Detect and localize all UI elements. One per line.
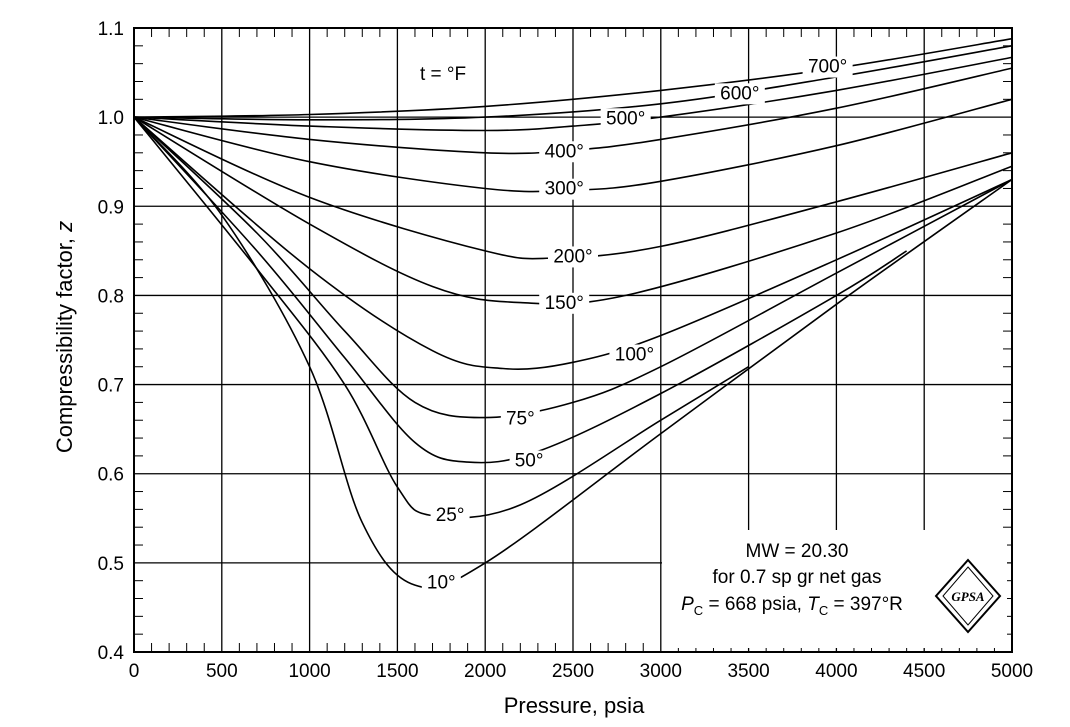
curve-label: 150°	[545, 293, 584, 314]
x-tick-label: 3000	[640, 661, 682, 682]
curve-label-bg	[500, 408, 540, 430]
curve-label: 50°	[515, 451, 544, 472]
mw-annotation: MW = 20.30	[746, 541, 849, 562]
plot-frame	[133, 27, 1013, 653]
curve-label: 100°	[615, 345, 654, 366]
x-tick-label: 5000	[991, 661, 1033, 682]
x-tick-label: 4000	[815, 661, 857, 682]
curve-100F	[133, 116, 1013, 370]
minor-ticks	[134, 28, 1012, 652]
x-tick-labels: 0 500 1000 1500 2000 2500 3000 3500 4000 4500 5000	[129, 661, 1033, 682]
curve-label-bg	[539, 141, 590, 163]
y-tick-labels: 0.4 0.5 0.6 0.7 0.8 0.9 1.0 1.1	[98, 19, 125, 664]
x-tick-label: 500	[206, 661, 238, 682]
curve-label-bg	[802, 56, 853, 78]
curve-labels: 700° 600° 500° 400° 300° 200° 150° 100° 75° 50° 25…	[421, 56, 853, 594]
curve-label-bg	[548, 246, 598, 268]
curve-label: 500°	[606, 108, 645, 129]
x-tick-label: 1000	[288, 661, 330, 682]
curve-150F	[133, 116, 1013, 305]
curve-label-bg	[430, 504, 470, 526]
x-tick-label: 4500	[903, 661, 945, 682]
curve-label-bg	[539, 292, 590, 314]
curve-label-bg	[609, 344, 660, 366]
curve-label-bg	[421, 572, 461, 594]
curve-label-bg	[509, 450, 549, 472]
curve-75F	[133, 116, 1013, 419]
curve-700F	[133, 37, 1013, 118]
y-tick-label: 1.1	[98, 19, 124, 40]
y-axis-title: Compressibility factor, z	[52, 221, 77, 453]
y-tick-label: 0.8	[98, 286, 124, 307]
critical-properties-annotation: PC = 668 psia, TC = 397°R	[681, 594, 903, 618]
x-tick-label: 2500	[552, 661, 594, 682]
y-tick-label: 0.4	[98, 643, 125, 664]
gpsa-logo-text: GPSA	[951, 589, 985, 604]
curve-label-bg	[539, 178, 590, 200]
x-tick-label: 1500	[376, 661, 418, 682]
x-tick-label: 0	[129, 661, 140, 682]
x-tick-label: 3500	[727, 661, 769, 682]
curve-label: 400°	[545, 141, 584, 162]
curve-50F	[133, 116, 908, 464]
gas-annotation: for 0.7 sp gr net gas	[713, 567, 882, 588]
curve-label: 700°	[808, 57, 847, 78]
curve-label: 200°	[553, 246, 592, 267]
curve-label: 75°	[506, 409, 535, 430]
x-axis-title: Pressure, psia	[504, 693, 645, 718]
curve-500F	[133, 56, 1013, 132]
x-tick-label: 2000	[464, 661, 506, 682]
y-tick-label: 0.5	[98, 554, 124, 575]
curve-label-bg	[714, 83, 765, 105]
curve-label: 25°	[436, 505, 465, 526]
gpsa-logo-icon: GPSA	[934, 558, 1002, 634]
legend-title: t = °F	[420, 64, 466, 85]
y-tick-label: 1.0	[98, 108, 124, 129]
curve-label: 10°	[427, 573, 456, 594]
y-tick-label: 0.7	[98, 376, 124, 397]
y-tick-label: 0.6	[98, 465, 124, 486]
curve-600F	[133, 45, 1013, 121]
curve-label-bg	[600, 108, 651, 130]
y-tick-label: 0.9	[98, 197, 124, 218]
curve-label: 300°	[545, 179, 584, 200]
curve-label: 600°	[720, 83, 759, 104]
